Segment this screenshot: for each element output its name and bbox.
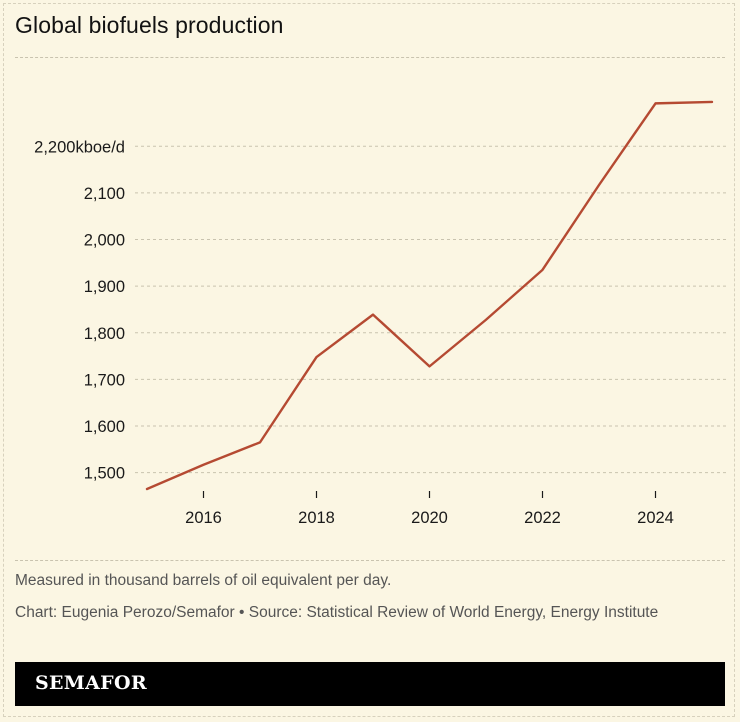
chart-frame	[3, 3, 735, 717]
y-tick-label: 2,100	[84, 185, 125, 203]
y-tick-label: 2,200kboe/d	[34, 138, 125, 156]
line-chart: 2,200kboe/d 2,100 2,000 1,900 1,800 1,700 1,60…	[34, 100, 726, 527]
x-axis: 2016 2018 2020 2022 2024	[185, 491, 674, 527]
x-tick-label: 2020	[411, 509, 448, 527]
x-tick-label: 2016	[185, 509, 222, 527]
series-line	[145, 100, 714, 491]
chart-title: Global biofuels production	[15, 12, 284, 38]
x-tick-label: 2018	[298, 509, 335, 527]
x-tick-label: 2022	[524, 509, 561, 527]
grid-lines	[135, 145, 726, 474]
top-divider	[15, 57, 725, 58]
y-tick-label: 1,800	[84, 325, 125, 343]
brand-logo: SEMAFOR	[35, 672, 147, 694]
y-tick-label: 1,500	[84, 465, 125, 483]
footnote: Measured in thousand barrels of oil equi…	[15, 572, 392, 589]
source-credit: Chart: Eugenia Perozo/Semafor • Source: …	[15, 604, 659, 621]
y-tick-label: 1,700	[84, 371, 125, 389]
y-tick-label: 1,600	[84, 418, 125, 436]
series-line-path	[145, 100, 714, 491]
brand-bar: SEMAFOR	[15, 662, 725, 706]
y-tick-label: 2,000	[84, 232, 125, 250]
x-tick-label: 2024	[637, 509, 674, 527]
footer-divider	[15, 560, 725, 561]
y-tick-label: 1,900	[84, 278, 125, 296]
y-axis-labels: 2,200kboe/d 2,100 2,000 1,900 1,800 1,700 1,60…	[34, 138, 125, 482]
